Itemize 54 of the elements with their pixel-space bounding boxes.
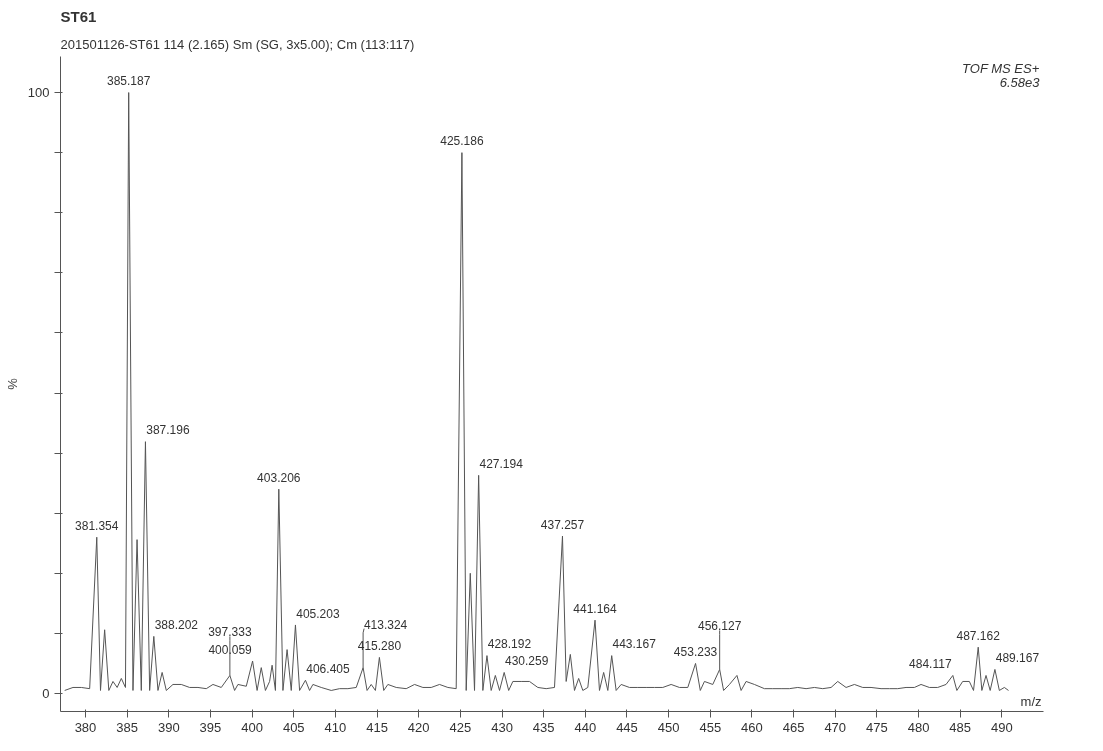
annotation: 441.164 [573,601,618,616]
x-tick-label: 440 [574,719,597,735]
annotation: 484.117 [909,657,952,672]
annotation: 397.333 [208,625,252,640]
annotation: TOF MS ES+ [962,60,1040,76]
annotation: 385.187 [107,74,151,89]
annotation: 6.58e3 [999,74,1041,90]
annotation: 406.405 [306,661,350,676]
x-tick-label: 415 [366,719,388,735]
x-tick-label: 425 [449,719,472,735]
annotation: 425.186 [440,134,484,149]
annotation: 453.233 [673,645,718,660]
x-tick-label: 430 [491,719,513,735]
annotation: 428.192 [487,637,532,652]
x-tick-label: 405 [282,719,305,735]
annotation: 405.203 [296,606,340,621]
chart-subtitle: 201501126-ST61 114 (2.165) Sm (SG, 3x5.00); Cm (113:117) [60,36,415,52]
annotation: 437.257 [540,517,585,532]
x-tick-label: 395 [199,719,222,735]
x-tick-label: 445 [616,719,638,735]
x-tick-label: 420 [407,719,430,735]
x-tick-label: 435 [532,719,555,735]
x-tick-label: 485 [949,719,972,735]
x-tick-label: 380 [74,719,97,735]
annotation: 487.162 [956,628,1001,643]
x-tick-label: 480 [907,719,930,735]
y-tick-label: 100 [27,85,50,101]
annotation: 388.202 [154,618,199,632]
annotation: 456.127 [697,619,742,634]
chart-title: ST61 [60,7,97,25]
x-tick-label: 470 [824,719,847,735]
x-tick-label: 400 [241,719,263,735]
x-tick-label: 385 [116,719,138,735]
annotation: 381.354 [75,518,119,533]
annotation: 430.259 [504,654,549,669]
x-tick-label: 490 [991,719,1013,735]
x-tick-label: 410 [324,719,347,735]
x-tick-label: 450 [657,719,680,735]
x-tick-label: 475 [866,719,888,735]
annotation: 489.167 [995,651,1040,666]
annotation: 403.206 [257,470,301,485]
annotation: 443.167 [612,637,657,652]
annotation: 413.324 [363,617,408,632]
x-tick-label: 460 [741,719,763,735]
annotation: 400.059 [208,642,253,657]
y-tick-label: 0 [42,685,50,701]
x-tick-label: 465 [782,719,805,735]
y-axis-title: % [4,377,20,390]
annotation: 387.196 [146,423,190,438]
annotation: 427.194 [479,456,524,471]
x-axis-title: m/z [1020,693,1042,709]
annotation: 415.280 [357,639,402,654]
x-tick-label: 455 [699,719,722,735]
x-tick-label: 390 [157,719,180,735]
